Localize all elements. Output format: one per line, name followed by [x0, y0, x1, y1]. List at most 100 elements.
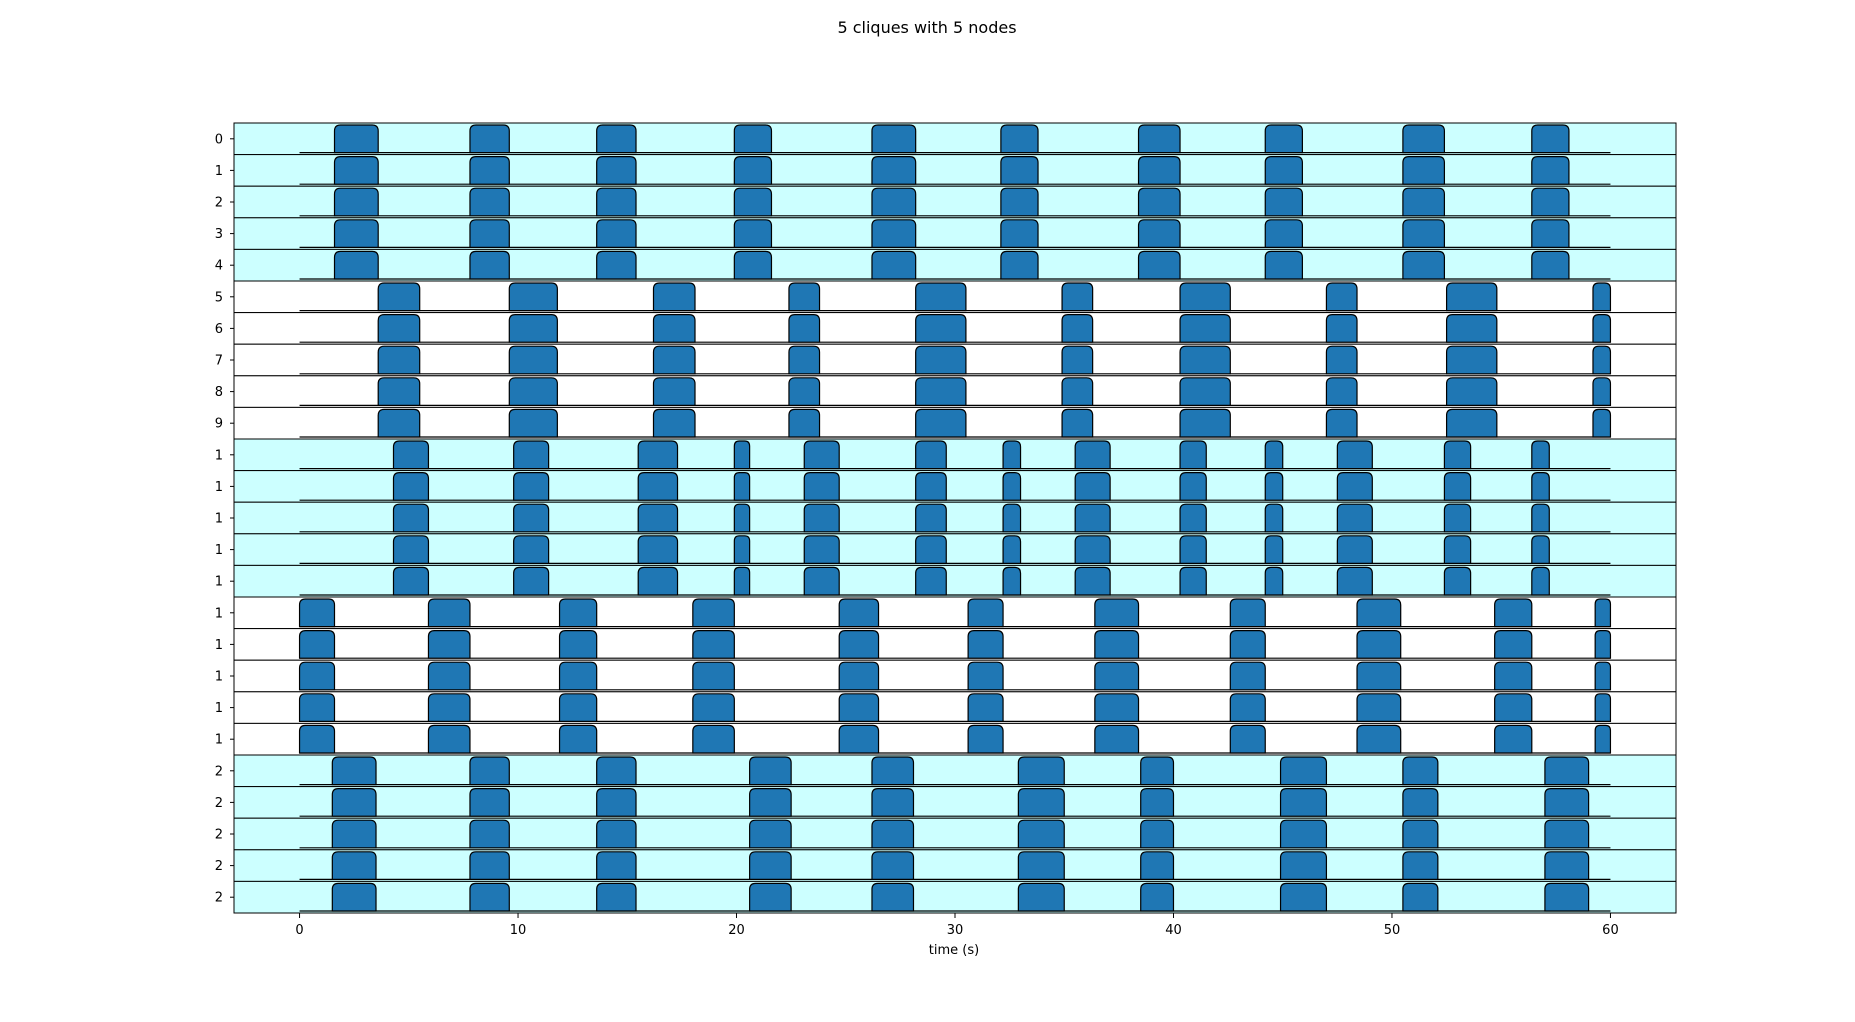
activity-burst — [915, 377, 967, 406]
activity-burst — [1402, 219, 1446, 248]
activity-burst — [838, 693, 880, 722]
x-tick-label: 0 — [295, 923, 303, 938]
activity-burst — [1229, 693, 1266, 722]
activity-burst — [915, 408, 967, 438]
activity-burst — [1531, 187, 1570, 217]
trace-row: 9 — [215, 406, 1677, 440]
activity-burst — [1592, 377, 1612, 406]
activity-burst — [1061, 377, 1094, 406]
activity-burst — [1264, 219, 1303, 248]
activity-burst — [1356, 724, 1402, 754]
trace-row: 1 — [215, 691, 1677, 724]
activity-burst — [1229, 598, 1266, 628]
activity-burst — [803, 440, 840, 470]
x-axis-label: time (s) — [929, 943, 979, 958]
trace-row: 2 — [215, 880, 1677, 914]
activity-burst — [1002, 472, 1022, 501]
activity-burst — [1279, 851, 1328, 880]
activity-burst — [915, 440, 947, 470]
activity-burst — [1402, 788, 1439, 817]
activity-burst — [1264, 156, 1303, 185]
x-tick-label: 10 — [510, 923, 527, 938]
activity-burst — [1074, 535, 1111, 564]
activity-burst — [469, 851, 510, 880]
activity-burst — [915, 345, 967, 375]
activity-burst — [733, 156, 773, 185]
activity-burst — [1592, 314, 1612, 343]
row-label: 1 — [215, 448, 223, 463]
activity-burst — [1017, 756, 1065, 786]
activity-burst — [1017, 882, 1065, 912]
activity-burst — [637, 566, 679, 596]
trace-row: 2 — [215, 849, 1677, 882]
trace-row: 2 — [215, 817, 1677, 851]
activity-burst — [871, 187, 917, 217]
activity-burst — [871, 250, 917, 280]
activity-burst — [1179, 440, 1207, 470]
row-band — [233, 248, 1677, 282]
activity-burst — [733, 440, 751, 470]
trace-row: 1 — [215, 154, 1677, 187]
activity-burst — [513, 440, 550, 470]
activity-burst — [1443, 440, 1472, 470]
activity-burst — [1264, 250, 1303, 280]
activity-burst — [1494, 630, 1533, 659]
activity-burst — [298, 693, 336, 722]
activity-burst — [1140, 882, 1175, 912]
activity-burst — [1336, 535, 1373, 564]
activity-burst — [967, 630, 1004, 659]
activity-burst — [652, 408, 696, 438]
trace-row: 1 — [215, 533, 1677, 566]
row-band — [233, 501, 1677, 535]
activity-burst — [513, 535, 550, 564]
activity-burst — [1002, 535, 1022, 564]
activity-burst — [1531, 124, 1570, 154]
activity-burst — [1061, 314, 1094, 343]
activity-burst — [469, 219, 510, 248]
activity-burst — [1137, 187, 1181, 217]
activity-burst — [392, 472, 430, 501]
x-tick-label: 60 — [1602, 923, 1619, 938]
activity-burst — [1594, 724, 1612, 754]
activity-burst — [1356, 661, 1402, 691]
activity-burst — [871, 156, 917, 185]
activity-burst — [508, 408, 558, 438]
activity-burst — [915, 472, 947, 501]
activity-burst — [749, 819, 792, 849]
activity-burst — [1443, 503, 1472, 533]
activity-burst — [838, 630, 880, 659]
activity-burst — [1531, 156, 1570, 185]
trace-row: 4 — [215, 248, 1677, 282]
activity-burst — [558, 693, 598, 722]
activity-burst — [1017, 788, 1065, 817]
activity-burst — [1325, 314, 1358, 343]
trace-row: 2 — [215, 754, 1677, 788]
row-label: 1 — [215, 512, 223, 527]
activity-burst — [558, 630, 598, 659]
activity-burst — [558, 661, 598, 691]
activity-burst — [871, 756, 915, 786]
activity-burst — [1594, 598, 1612, 628]
activity-burst — [333, 156, 379, 185]
activity-burst — [1229, 661, 1266, 691]
activity-burst — [749, 756, 792, 786]
activity-burst — [1137, 156, 1181, 185]
activity-burst — [469, 756, 510, 786]
activity-burst — [1179, 535, 1207, 564]
activity-burst — [469, 156, 510, 185]
activity-burst — [803, 566, 840, 596]
activity-burst — [1140, 851, 1175, 880]
activity-burst — [596, 882, 637, 912]
activity-burst — [1402, 156, 1446, 185]
row-band — [233, 754, 1677, 788]
activity-burst — [508, 314, 558, 343]
activity-burst — [469, 788, 510, 817]
activity-burst — [427, 661, 471, 691]
row-label: 4 — [215, 259, 223, 274]
activity-burst — [1074, 440, 1111, 470]
activity-burst — [749, 882, 792, 912]
activity-burst — [1264, 124, 1303, 154]
activity-burst — [652, 314, 696, 343]
activity-burst — [1445, 314, 1498, 343]
